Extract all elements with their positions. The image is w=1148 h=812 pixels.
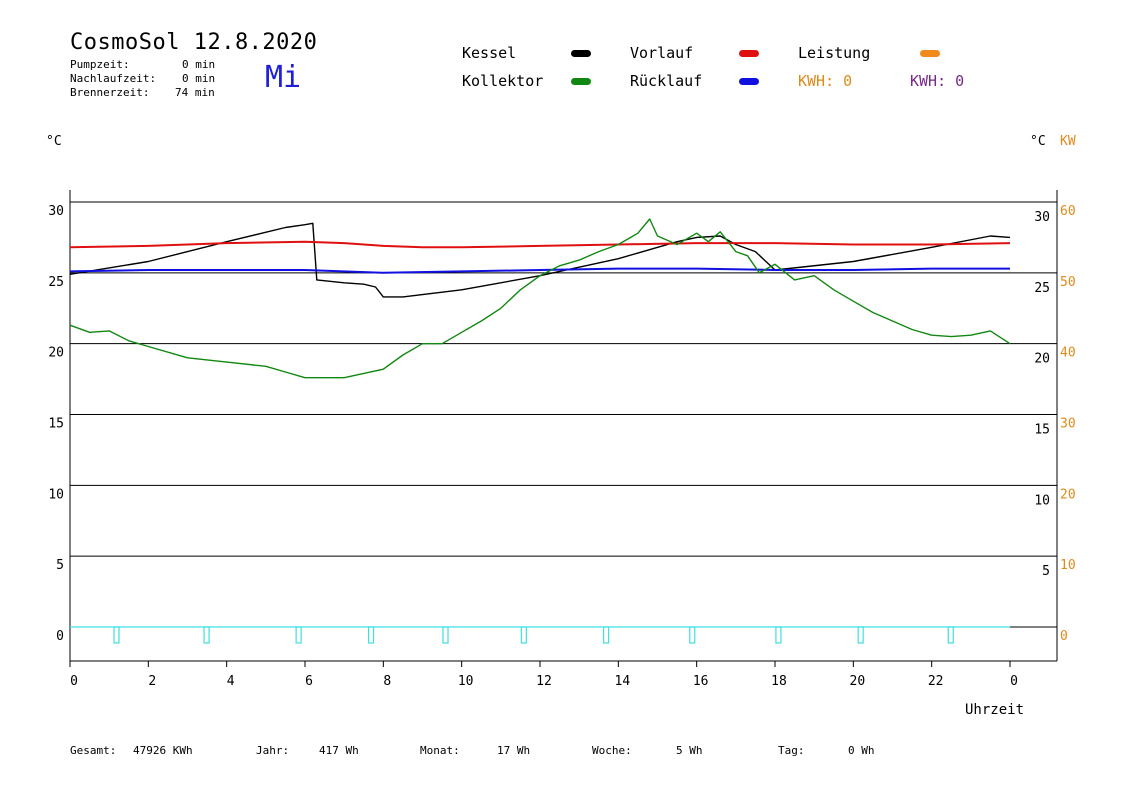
- legend-leistung-swatch: [920, 50, 940, 57]
- series-leistung-pulse-6: [602, 626, 610, 644]
- footer-tag-value: 0 Wh: [848, 744, 875, 757]
- kwh-orange-readout: KWH: 0: [798, 72, 853, 90]
- stat-label-pumpzeit: Pumpzeit:: [70, 58, 130, 71]
- kwh-purple-readout: KWH: 0: [910, 72, 965, 90]
- x-tick-label-11: 22: [928, 674, 944, 689]
- right-axis-unit-kw: KW: [1060, 134, 1076, 149]
- footer-jahr-value: 417 Wh: [319, 744, 359, 757]
- y-tick-right-c-20: 20: [1034, 352, 1050, 367]
- right-axis-unit-celsius: °C: [1030, 134, 1046, 149]
- series-line-rcklauf: [69, 267, 1010, 274]
- y-tick-right-c-10: 10: [1034, 493, 1050, 508]
- legend-leistung-label: Leistung: [798, 44, 871, 62]
- series-leistung-pulse-0: [113, 626, 120, 644]
- y-tick-right-kw-50: 50: [1060, 275, 1076, 290]
- legend-kessel-swatch: [571, 50, 591, 57]
- series-leistung-pulse-8: [775, 626, 782, 644]
- y-tick-right-kw-0: 0: [1060, 629, 1068, 644]
- footer-gesamt-value: 47926 KWh: [133, 744, 193, 757]
- x-tick-label-1: 2: [148, 674, 156, 689]
- legend-kollektor-swatch: [571, 78, 591, 85]
- legend-kessel-label: Kessel: [462, 44, 517, 62]
- series-line-vorlauf: [69, 240, 1011, 249]
- stat-label-nachlaufzeit: Nachlaufzeit:: [70, 72, 157, 85]
- x-tick-label-7: 14: [615, 674, 631, 689]
- x-tick-label-12: 0: [1010, 674, 1018, 689]
- y-tick-left-25: 25: [48, 275, 64, 290]
- y-tick-right-c-5: 5: [1042, 564, 1050, 579]
- footer-gesamt-label: Gesamt:: [70, 744, 117, 757]
- series-leistung-pulse-9: [857, 626, 864, 644]
- legend-ruecklauf-label: Rücklauf: [630, 72, 703, 90]
- y-tick-right-kw-10: 10: [1060, 558, 1076, 573]
- x-tick-label-6: 12: [536, 674, 552, 689]
- chart-series: [69, 218, 1011, 644]
- series-leistung-pulse-3: [367, 626, 375, 644]
- stat-value-brennerzeit: 74 min: [175, 86, 215, 99]
- legend-kollektor-label: Kollektor: [462, 72, 544, 90]
- y-tick-left-5: 5: [56, 558, 64, 573]
- legend-vorlauf-label: Vorlauf: [630, 44, 694, 62]
- y-tick-right-kw-30: 30: [1060, 417, 1076, 432]
- series-leistung-pulse-4: [442, 626, 449, 644]
- left-axis-unit: °C: [46, 134, 62, 149]
- y-tick-right-kw-40: 40: [1060, 346, 1076, 361]
- stat-value-nachlaufzeit: 0 min: [182, 72, 216, 85]
- footer-jahr-label: Jahr:: [256, 744, 290, 757]
- footer-woche-value: 5 Wh: [676, 744, 703, 757]
- series-line-kollektor: [69, 218, 1011, 379]
- footer-woche-label: Woche:: [592, 744, 632, 757]
- y-tick-left-20: 20: [48, 346, 64, 361]
- y-tick-right-c-30: 30: [1034, 210, 1050, 225]
- y-tick-right-c-25: 25: [1034, 281, 1050, 296]
- x-tick-label-5: 10: [458, 674, 474, 689]
- x-tick-label-9: 18: [771, 674, 787, 689]
- x-tick-label-10: 20: [850, 674, 866, 689]
- stat-label-brennerzeit: Brennerzeit:: [70, 86, 150, 99]
- y-tick-right-c-15: 15: [1034, 423, 1050, 438]
- series-leistung-pulse-1: [203, 626, 210, 644]
- footer-monat-value: 17 Wh: [497, 744, 531, 757]
- legend-ruecklauf-swatch: [739, 78, 759, 85]
- chart-grid: [69, 190, 1058, 662]
- y-tick-right-kw-60: 60: [1060, 204, 1076, 219]
- y-tick-left-15: 15: [48, 417, 64, 432]
- series-leistung-pulse-10: [947, 626, 954, 644]
- page-title: CosmoSol 12.8.2020: [70, 30, 318, 55]
- y-tick-right-kw-20: 20: [1060, 487, 1076, 502]
- weekday-label: Mi: [265, 60, 302, 95]
- x-tick-label-3: 6: [305, 674, 313, 689]
- y-tick-left-10: 10: [48, 487, 64, 502]
- footer-monat-label: Monat:: [420, 744, 460, 757]
- y-tick-left-0: 0: [56, 629, 64, 644]
- x-tick-label-8: 16: [693, 674, 709, 689]
- legend-vorlauf-swatch: [739, 50, 759, 57]
- stat-value-pumpzeit: 0 min: [182, 58, 216, 71]
- series-line-kessel: [69, 222, 1011, 298]
- x-tick-label-0: 0: [70, 674, 78, 689]
- y-tick-left-30: 30: [48, 204, 64, 219]
- x-axis-label: Uhrzeit: [965, 702, 1025, 718]
- x-tick-label-2: 4: [227, 674, 235, 689]
- series-leistung-pulse-5: [520, 626, 527, 644]
- footer-tag-label: Tag:: [778, 744, 805, 757]
- x-tick-label-4: 8: [383, 674, 391, 689]
- series-leistung-pulse-7: [689, 626, 696, 644]
- series-leistung-pulse-2: [295, 626, 302, 644]
